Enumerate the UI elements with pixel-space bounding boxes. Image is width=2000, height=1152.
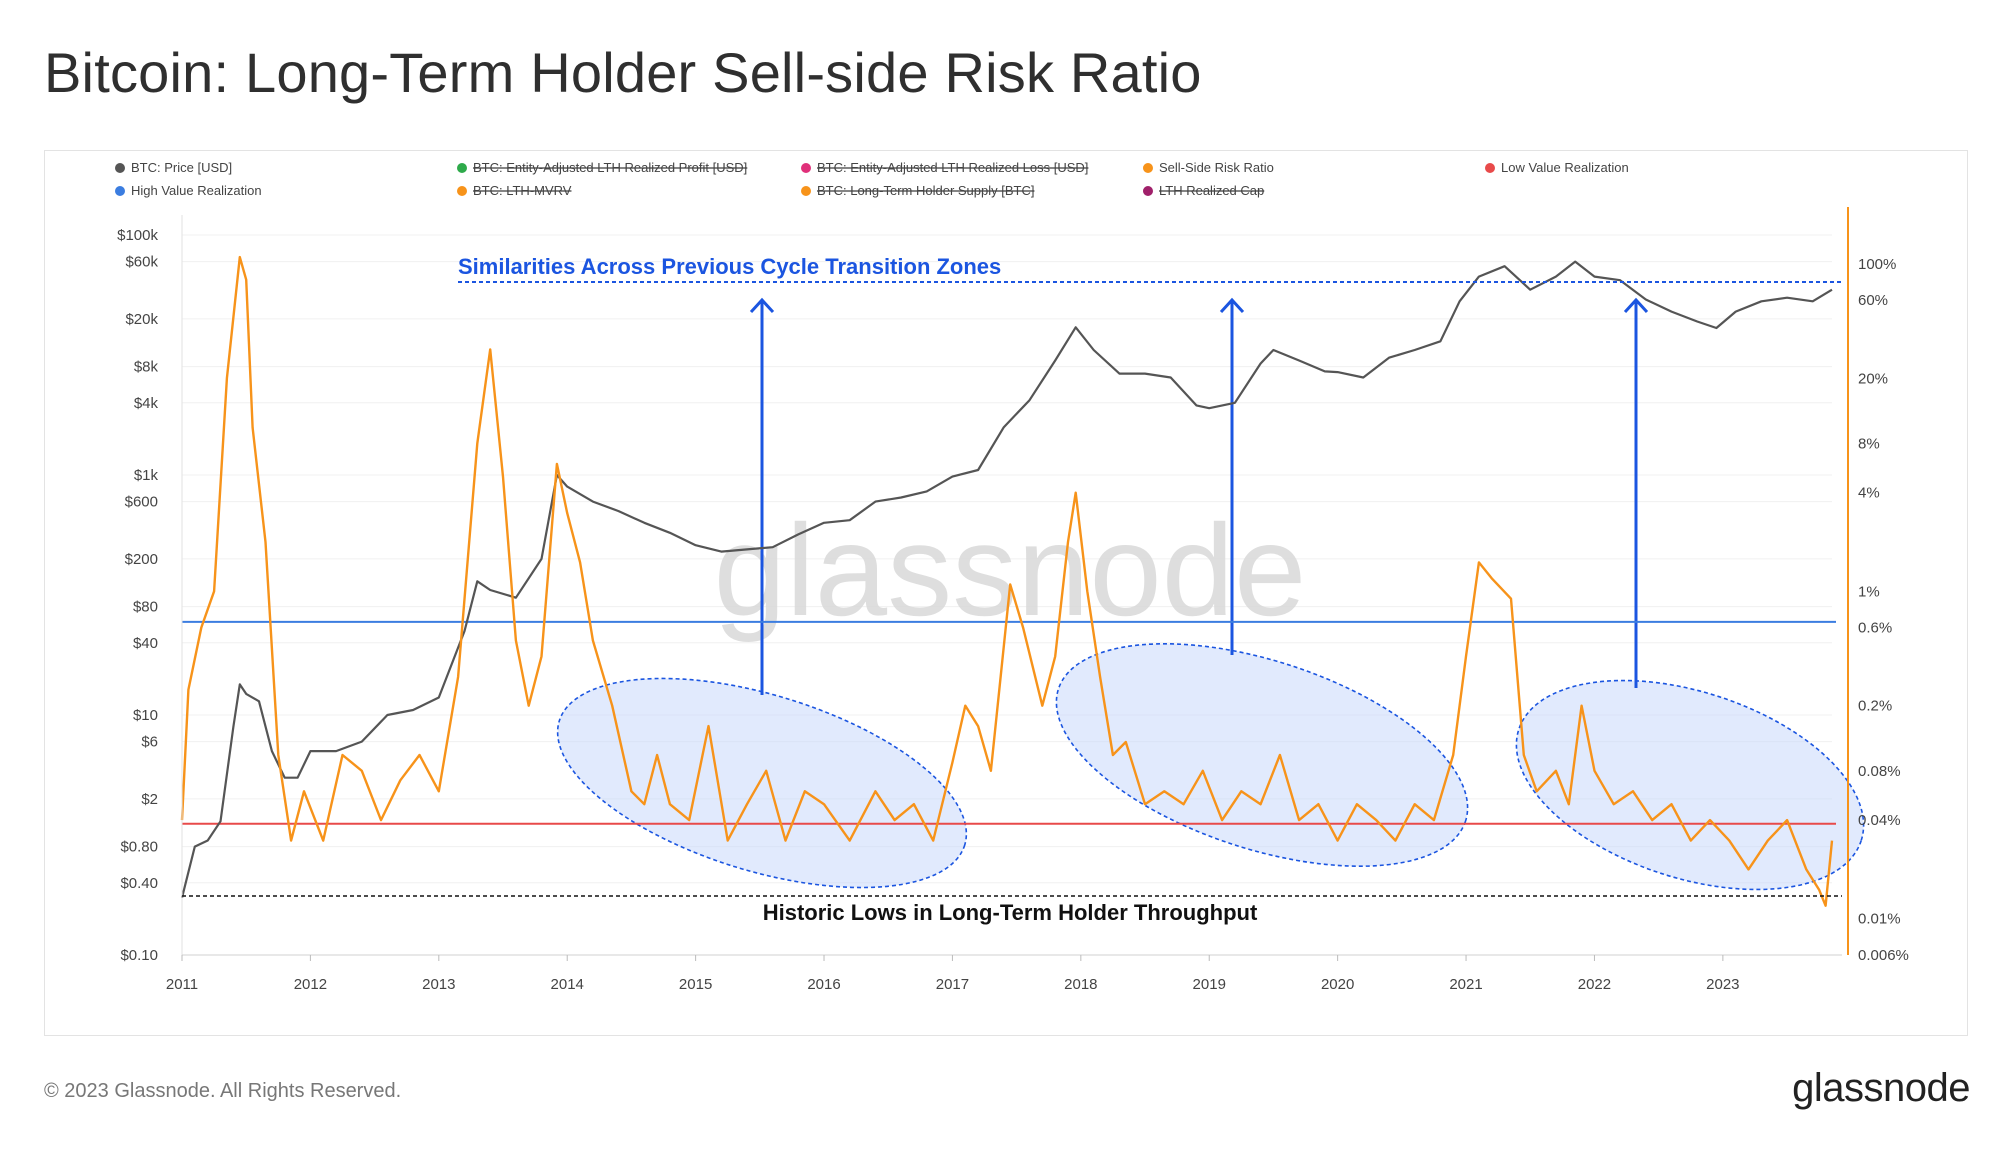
- x-tick-label: 2018: [1064, 976, 1097, 993]
- x-tick-label: 2015: [679, 976, 712, 993]
- y-left-tick-label: $0.40: [120, 875, 158, 892]
- y-left-tick-label: $10: [133, 707, 158, 724]
- y-left-tick-label: $6: [141, 734, 158, 751]
- y-left-tick-label: $60k: [125, 254, 158, 271]
- x-tick-label: 2014: [551, 976, 584, 993]
- axes: $100k $60k $20k $8k $4k $1k $600 $200 $80 $40 $10 $…: [117, 207, 1909, 993]
- legend: BTC: Price [USD] BTC: Entity-Adjusted LTH…: [115, 160, 1629, 198]
- chart-frame: [44, 150, 1968, 1036]
- legend-label: Low Value Realization: [1501, 160, 1629, 175]
- legend-marker: [801, 186, 811, 196]
- y-left-tick-label: $8k: [134, 359, 159, 376]
- legend-marker: [457, 186, 467, 196]
- legend-label: BTC: Entity-Adjusted LTH Realized Loss […: [817, 160, 1088, 175]
- x-tick-label: 2023: [1706, 976, 1739, 993]
- y-right-tick-label: 0.01%: [1858, 911, 1901, 928]
- y-right-tick-label: 100%: [1858, 256, 1896, 273]
- y-right-tick-label: 0.08%: [1858, 763, 1901, 780]
- y-left-tick-label: $100k: [117, 227, 158, 244]
- watermark-logo: glassnode: [714, 497, 1307, 643]
- x-tick-label: 2013: [422, 976, 455, 993]
- y-right-tick-label: 0.6%: [1858, 620, 1892, 637]
- x-tick-label: 2021: [1449, 976, 1482, 993]
- arrow-head: [1219, 297, 1245, 314]
- x-tick-label: 2012: [294, 976, 327, 993]
- y-left-tick-label: $600: [125, 494, 158, 511]
- y-left-tick-label: $20k: [125, 311, 158, 328]
- legend-label: LTH Realized Cap: [1159, 183, 1264, 198]
- transition-zone-ellipse: [1055, 643, 1469, 867]
- legend-marker: [457, 163, 467, 173]
- x-tick-label: 2017: [936, 976, 969, 993]
- legend-marker: [115, 163, 125, 173]
- transition-zones: [556, 297, 1865, 891]
- y-right-tick-label: 20%: [1858, 370, 1888, 387]
- y-left-tick-label: $0.80: [120, 839, 158, 856]
- btc-price-usd--line: [180, 260, 1833, 898]
- threshold-lines: [182, 620, 1836, 825]
- y-left-tick-label: $200: [125, 551, 158, 568]
- x-tick-label: 2022: [1578, 976, 1611, 993]
- arrow-head: [1623, 297, 1649, 314]
- legend-label: High Value Realization: [131, 183, 262, 198]
- y-left-tick-label: $1k: [134, 467, 159, 484]
- y-left-tick-label: $80: [133, 599, 158, 616]
- y-right-tick-label: 0.2%: [1858, 698, 1892, 715]
- y-right-tick-label: 0.04%: [1858, 812, 1901, 829]
- legend-marker: [1143, 186, 1153, 196]
- x-tick-label: 2016: [807, 976, 840, 993]
- legend-marker: [115, 186, 125, 196]
- legend-marker: [801, 163, 811, 173]
- annotation-cycle-transition: Similarities Across Previous Cycle Trans…: [458, 254, 1001, 279]
- page-title: Bitcoin: Long-Term Holder Sell-side Risk…: [44, 41, 1202, 104]
- series-layer: [180, 255, 1834, 907]
- transition-zone-ellipse: [1515, 679, 1865, 891]
- legend-label: Sell-Side Risk Ratio: [1159, 160, 1274, 175]
- y-right-tick-label: 8%: [1858, 435, 1880, 452]
- y-left-tick-label: $2: [141, 791, 158, 808]
- arrow-head: [749, 297, 775, 314]
- y-right-tick-label: 1%: [1858, 583, 1880, 600]
- legend-marker: [1143, 163, 1153, 173]
- x-tick-label: 2020: [1321, 976, 1354, 993]
- legend-label: BTC: LTH-MVRV: [473, 183, 572, 198]
- footer-copyright: © 2023 Glassnode. All Rights Reserved.: [44, 1080, 402, 1102]
- legend-label: BTC: Price [USD]: [131, 160, 232, 175]
- annotation-historic-lows: Historic Lows in Long-Term Holder Throug…: [763, 900, 1258, 925]
- y-left-tick-label: $4k: [134, 395, 159, 412]
- y-left-tick-label: $0.10: [120, 947, 158, 964]
- legend-marker: [1485, 163, 1495, 173]
- y-right-tick-label: 0.006%: [1858, 947, 1909, 964]
- transition-zone-ellipse: [556, 677, 968, 889]
- legend-label: BTC: Entity-Adjusted LTH Realized Profit…: [473, 160, 747, 175]
- footer-logo: glassnode: [1792, 1066, 1970, 1110]
- x-tick-label: 2019: [1193, 976, 1226, 993]
- annotations: Similarities Across Previous Cycle Trans…: [182, 254, 1842, 925]
- sell-side-risk-ratio-line: [180, 255, 1834, 907]
- y-right-tick-label: 4%: [1858, 485, 1880, 502]
- x-tick-label: 2011: [166, 976, 198, 993]
- y-left-tick-label: $40: [133, 635, 158, 652]
- legend-label: BTC: Long-Term Holder Supply [BTC]: [817, 183, 1034, 198]
- y-right-tick-label: 60%: [1858, 292, 1888, 309]
